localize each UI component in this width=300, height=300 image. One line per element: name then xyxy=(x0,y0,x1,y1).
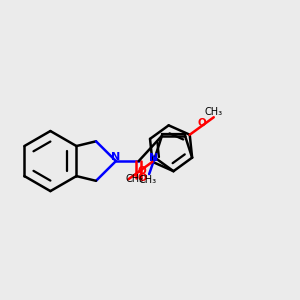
Text: CH₃: CH₃ xyxy=(126,174,144,184)
Text: O: O xyxy=(138,173,147,184)
Text: N: N xyxy=(148,153,158,163)
Text: O: O xyxy=(197,118,206,128)
Text: O: O xyxy=(137,167,146,176)
Text: CH₃: CH₃ xyxy=(205,106,223,117)
Text: N: N xyxy=(111,152,121,162)
Text: CH₃: CH₃ xyxy=(139,175,157,185)
